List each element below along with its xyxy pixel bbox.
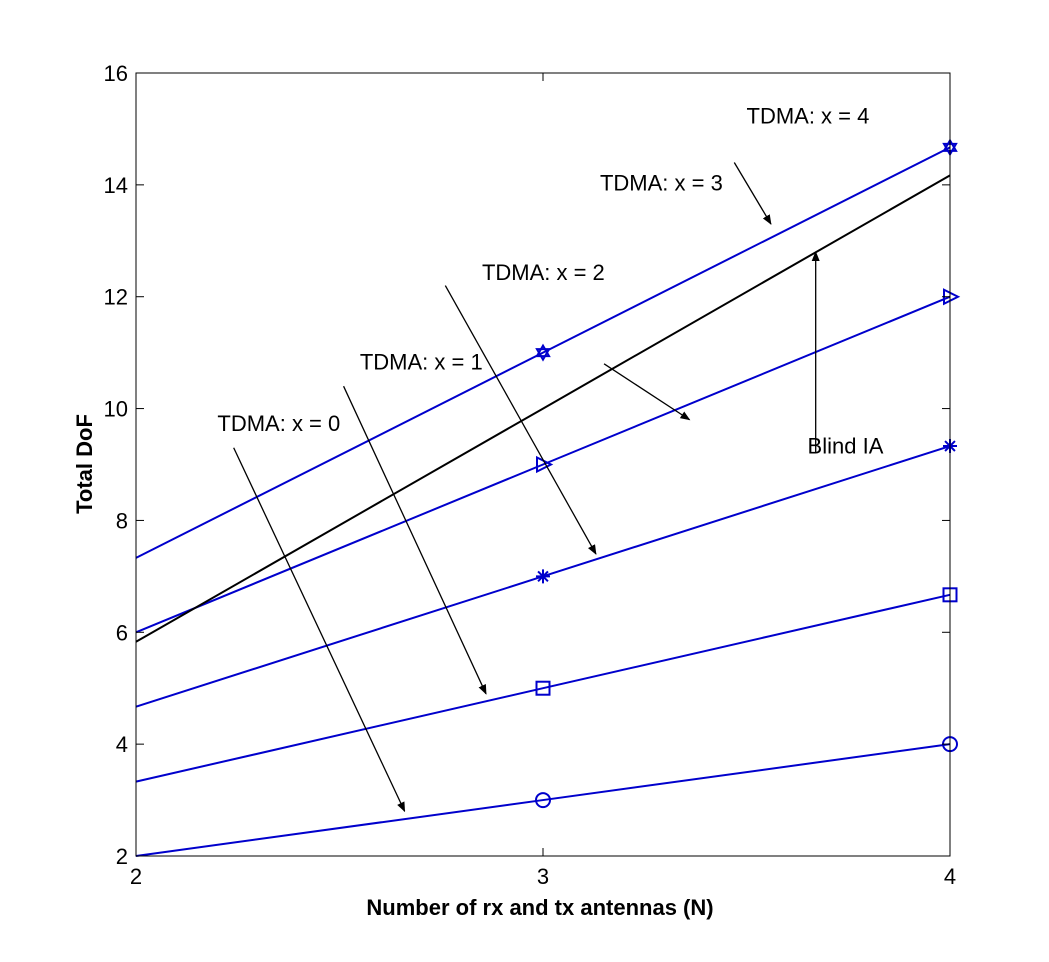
series-line-tdma-x-0 (135, 743, 951, 857)
data-point-tdma-x-1 (535, 680, 551, 696)
annotation-layer: TDMA: x = 0 TDMA: x = 1 TDMA: x = 2 TDMA: x… (217, 103, 884, 813)
data-point-tdma-x-4 (535, 343, 551, 358)
ticks-layer: 2 3 4 2 4 6 8 10 12 14 16 (104, 61, 957, 889)
annotation-arrow (603, 363, 691, 421)
y-tick-label: 8 (116, 508, 128, 533)
data-point-tdma-x-0 (535, 792, 551, 809)
annotation-arrow (444, 285, 597, 555)
x-tick-label: 3 (537, 864, 549, 889)
x-tick-label: 4 (944, 864, 956, 889)
series-line-tdma-x-4 (135, 146, 951, 559)
annotation-label: TDMA: x = 0 (217, 411, 340, 436)
y-tick-label: 6 (116, 620, 128, 645)
annotation-arrow (733, 162, 772, 225)
annotation-arrow (233, 447, 406, 813)
annotation-label: Blind IA (808, 433, 884, 458)
y-tick-label: 4 (116, 732, 128, 757)
y-tick-label: 10 (104, 397, 128, 422)
series-line-tdma-x-1 (135, 593, 951, 783)
series-line-tdma-x-3 (135, 295, 951, 634)
annotation-arrow (342, 385, 487, 695)
y-tick-label: 14 (104, 173, 128, 198)
y-axis-label: Total DoF (72, 414, 97, 514)
y-tick-label: 2 (116, 844, 128, 869)
annotation-label: TDMA: x = 2 (482, 260, 605, 285)
y-tick-label: 16 (104, 61, 128, 86)
data-point-tdma-x-2 (536, 569, 550, 584)
annotation-label: TDMA: x = 3 (600, 170, 723, 195)
y-tick-label: 12 (104, 285, 128, 310)
x-tick-label: 2 (130, 864, 142, 889)
data-point-tdma-x-4 (535, 348, 551, 362)
annotation-label: TDMA: x = 1 (360, 349, 483, 374)
x-axis-label: Number of rx and tx antennas (N) (366, 895, 713, 920)
annotation-label: TDMA: x = 4 (747, 103, 870, 128)
